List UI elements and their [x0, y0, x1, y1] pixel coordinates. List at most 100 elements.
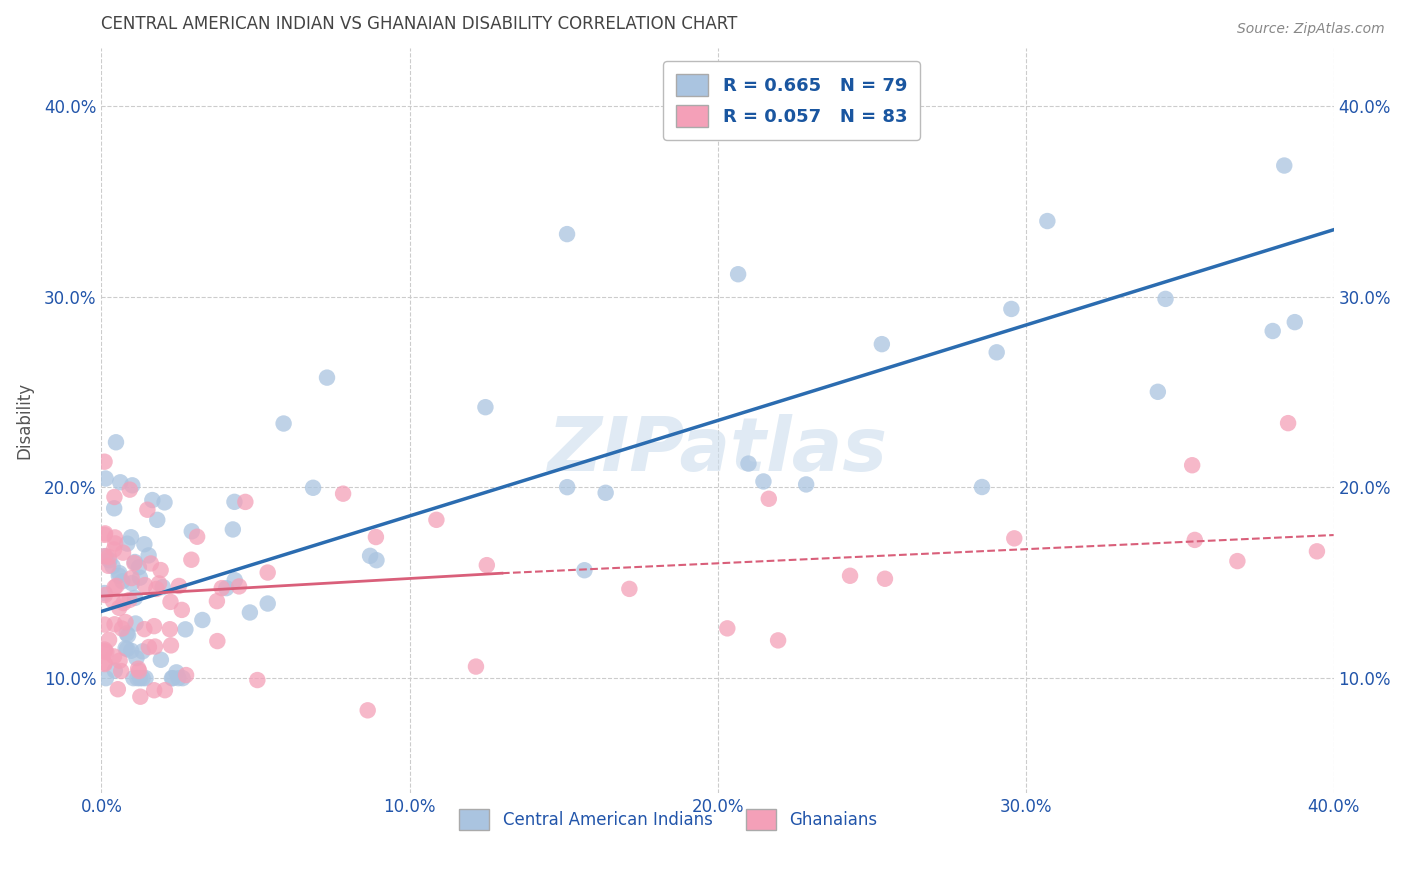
Point	[167, 579, 190, 593]
Point	[141, 493, 163, 508]
Point	[222, 523, 245, 537]
Point	[104, 531, 127, 545]
Point	[104, 435, 127, 450]
Point	[143, 640, 166, 654]
Point	[108, 600, 131, 615]
Point	[1306, 544, 1329, 558]
Point	[97, 549, 120, 564]
Point	[149, 653, 172, 667]
Point	[93, 586, 115, 600]
Point	[93, 656, 115, 670]
Point	[115, 642, 138, 657]
Point	[174, 623, 197, 637]
Point	[131, 644, 153, 658]
Point	[758, 491, 780, 506]
Point	[107, 682, 129, 697]
Point	[134, 622, 156, 636]
Point	[103, 581, 125, 595]
Point	[1154, 292, 1177, 306]
Point	[256, 566, 278, 580]
Point	[94, 671, 117, 685]
Point	[112, 546, 135, 560]
Point	[127, 671, 149, 685]
Point	[103, 617, 125, 632]
Point	[93, 657, 115, 671]
Point	[1184, 533, 1206, 547]
Point	[160, 639, 183, 653]
Point	[239, 606, 262, 620]
Point	[224, 573, 246, 587]
Point	[98, 553, 121, 567]
Point	[124, 556, 146, 570]
Point	[120, 530, 142, 544]
Point	[357, 703, 380, 717]
Point	[103, 490, 125, 504]
Point	[98, 632, 121, 647]
Point	[794, 477, 817, 491]
Point	[159, 595, 181, 609]
Point	[146, 513, 169, 527]
Point	[1002, 532, 1025, 546]
Point	[180, 524, 202, 539]
Point	[273, 417, 295, 431]
Point	[970, 480, 993, 494]
Point	[986, 345, 1008, 359]
Point	[118, 483, 141, 497]
Point	[93, 528, 115, 542]
Legend: Central American Indians, Ghanaians: Central American Indians, Ghanaians	[453, 803, 884, 837]
Point	[97, 558, 120, 573]
Point	[152, 580, 174, 594]
Point	[574, 563, 596, 577]
Point	[139, 557, 162, 571]
Point	[1261, 324, 1284, 338]
Point	[425, 513, 447, 527]
Point	[93, 642, 115, 657]
Point	[180, 553, 202, 567]
Text: ZIPatlas: ZIPatlas	[547, 414, 887, 487]
Point	[766, 633, 789, 648]
Point	[93, 644, 115, 658]
Point	[104, 664, 127, 678]
Point	[364, 530, 387, 544]
Point	[134, 578, 156, 592]
Point	[149, 563, 172, 577]
Point	[1277, 416, 1299, 430]
Point	[107, 568, 129, 582]
Point	[555, 227, 578, 241]
Point	[153, 495, 176, 509]
Point	[153, 683, 176, 698]
Point	[332, 486, 354, 500]
Point	[235, 495, 257, 509]
Point	[103, 501, 125, 516]
Point	[103, 542, 125, 557]
Point	[115, 626, 138, 640]
Point	[136, 502, 159, 516]
Point	[1272, 159, 1295, 173]
Text: CENTRAL AMERICAN INDIAN VS GHANAIAN DISABILITY CORRELATION CHART: CENTRAL AMERICAN INDIAN VS GHANAIAN DISA…	[101, 15, 738, 33]
Point	[110, 664, 132, 678]
Point	[246, 673, 269, 687]
Point	[555, 480, 578, 494]
Point	[103, 649, 125, 664]
Point	[96, 645, 118, 659]
Point	[207, 634, 229, 648]
Point	[1147, 384, 1170, 399]
Point	[143, 619, 166, 633]
Point	[870, 337, 893, 351]
Point	[101, 559, 124, 574]
Point	[167, 671, 190, 685]
Point	[1036, 214, 1059, 228]
Point	[121, 576, 143, 591]
Point	[737, 457, 759, 471]
Point	[148, 576, 170, 591]
Point	[112, 596, 135, 610]
Point	[93, 549, 115, 564]
Point	[172, 671, 194, 685]
Point	[135, 671, 157, 685]
Point	[108, 654, 131, 668]
Point	[211, 581, 233, 595]
Point	[145, 582, 167, 596]
Point	[125, 651, 148, 665]
Point	[752, 475, 775, 489]
Point	[619, 582, 641, 596]
